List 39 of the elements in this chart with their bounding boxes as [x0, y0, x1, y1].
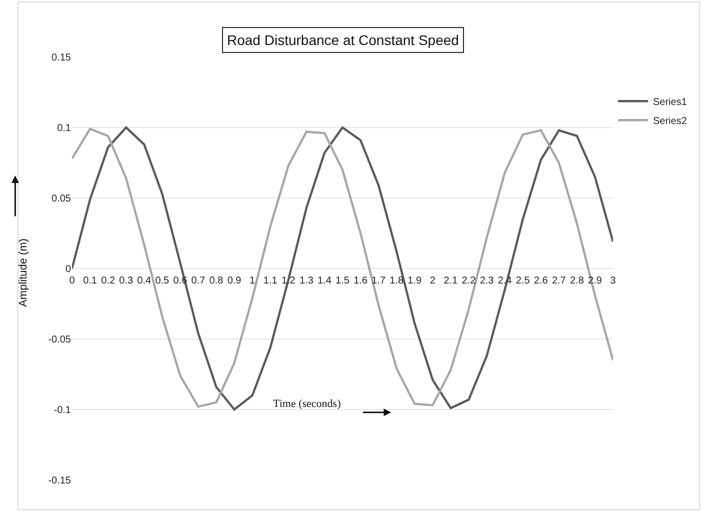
- x-tick-label: 1.8: [390, 276, 404, 286]
- x-tick-label: 0.4: [137, 276, 152, 286]
- legend-label: Series2: [653, 116, 688, 128]
- x-tick-label: 0.2: [101, 276, 116, 286]
- x-tick-label: 1: [250, 276, 256, 286]
- x-tick-label: 2.2: [462, 276, 476, 286]
- x-tick-label: 1.6: [354, 276, 368, 286]
- x-tick-label: 1.7: [372, 276, 386, 286]
- x-tick-label: 2.8: [570, 276, 584, 286]
- y-tick-label: 0.1: [57, 123, 72, 134]
- chart-title: Road Disturbance at Constant Speed: [227, 32, 459, 48]
- x-axis-title: Time (seconds): [273, 398, 342, 410]
- x-tick-label: 1.9: [408, 276, 422, 286]
- legend-label: Series1: [653, 97, 688, 108]
- y-tick-label: 0.05: [52, 194, 72, 204]
- y-tick-label: 0.15: [52, 52, 72, 64]
- x-tick-label: 1.1: [263, 276, 278, 286]
- x-tick-label: 2.3: [480, 276, 494, 286]
- x-tick-label: 0.3: [119, 276, 134, 286]
- x-tick-label: 2: [430, 276, 436, 286]
- y-tick-label: -0.15: [48, 476, 72, 486]
- x-tick-label: 2.5: [516, 276, 530, 286]
- y-axis-title: Amplitude (m): [17, 238, 30, 307]
- x-tick-label: 0.7: [191, 276, 206, 286]
- y-tick-label: -0.1: [54, 405, 72, 416]
- x-tick-label: 1.4: [318, 276, 332, 286]
- x-tick-label: 0.5: [155, 276, 170, 286]
- x-tick-label: 2.9: [588, 276, 602, 286]
- x-tick-label: 3: [610, 276, 616, 286]
- x-tick-label: 1.3: [299, 276, 314, 286]
- x-tick-label: 0.8: [209, 276, 224, 286]
- y-tick-label: -0.05: [48, 334, 72, 346]
- x-tick-label: 0.9: [227, 276, 242, 286]
- x-tick-label: 1.5: [336, 276, 350, 286]
- x-tick-label: 2.6: [534, 276, 548, 286]
- y-tick-label: 0: [65, 264, 72, 275]
- x-tick-label: 2.7: [552, 276, 566, 286]
- x-tick-label: 2.1: [444, 276, 458, 286]
- x-tick-label: 0.1: [83, 276, 98, 286]
